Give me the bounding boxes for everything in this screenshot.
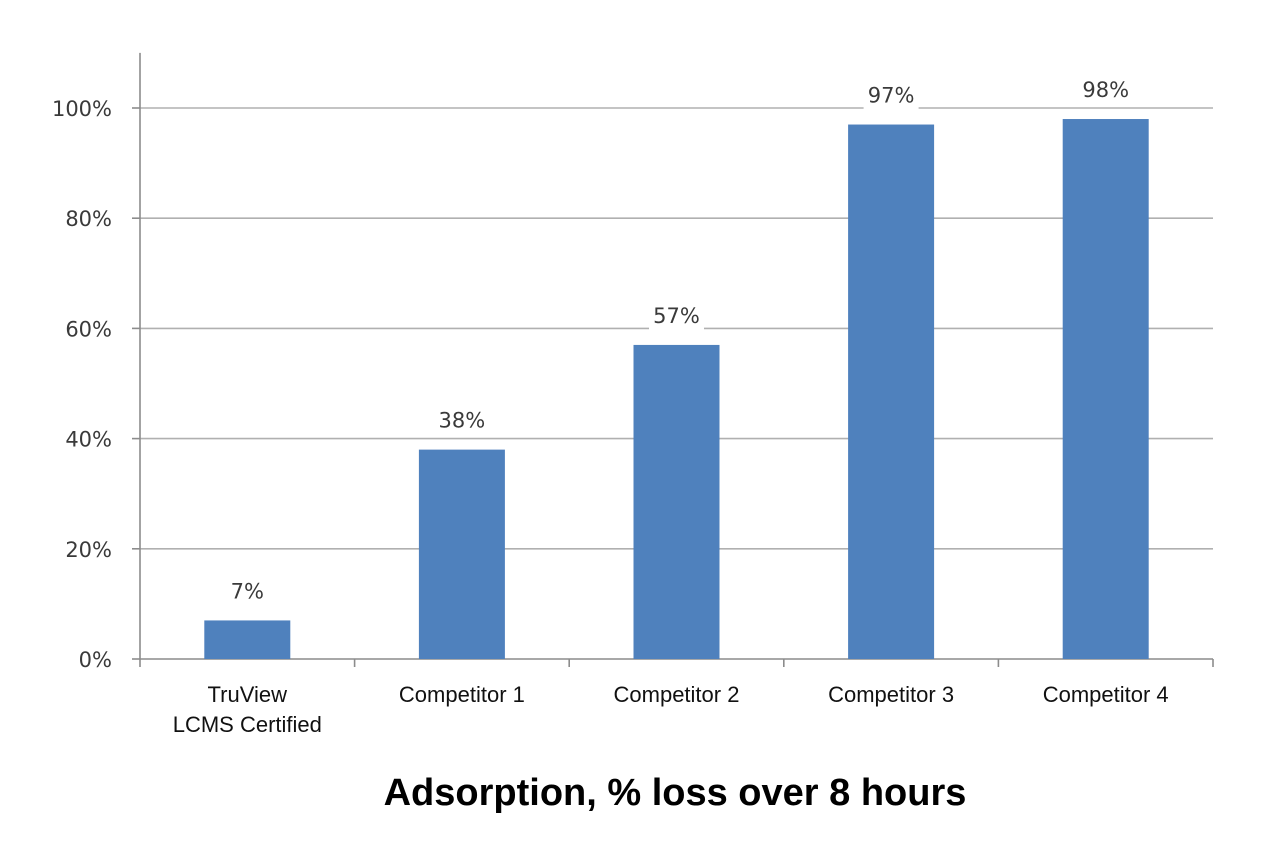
data-label: 38%: [439, 409, 486, 433]
category-label: Competitor 3: [828, 682, 954, 707]
category-label-line: LCMS Certified: [173, 712, 322, 737]
bar: [418, 449, 505, 659]
category-label-line: Competitor 2: [614, 682, 740, 707]
category-label-line: Competitor 4: [1043, 682, 1169, 707]
data-labels: 7% 38% 57% 97% 98%: [226, 74, 1134, 608]
data-label-background: [226, 575, 269, 608]
data-label: 7%: [231, 579, 264, 603]
data-label: 57%: [653, 304, 700, 328]
bar: [848, 124, 935, 659]
y-tick-label: 100%: [52, 97, 112, 121]
y-axis-ticks: 0% 20% 40% 60% 80% 100%: [52, 97, 112, 672]
y-tick-label: 60%: [65, 317, 112, 341]
category-label-line: TruView: [208, 682, 288, 707]
chart-title: Adsorption, % loss over 8 hours: [384, 772, 967, 814]
y-tick-label: 0%: [79, 648, 112, 672]
data-label-background: [649, 299, 704, 332]
category-label: TruView LCMS Certified: [173, 682, 322, 737]
bars: [204, 119, 1149, 659]
data-label-background: [434, 404, 490, 437]
y-tick-label: 20%: [65, 538, 112, 562]
category-label-line: Competitor 1: [399, 682, 525, 707]
data-label-background: [863, 79, 919, 112]
category-label: Competitor 2: [614, 682, 740, 707]
category-label-line: Competitor 3: [828, 682, 954, 707]
bar: [1062, 119, 1149, 659]
y-tick-label: 40%: [65, 428, 112, 452]
x-axis-categories: TruView LCMS Certified Competitor 1 Competi…: [173, 682, 1169, 737]
data-label: 97%: [868, 84, 915, 108]
data-label: 98%: [1082, 78, 1129, 102]
bar: [633, 344, 720, 659]
data-label-background: [1078, 74, 1134, 107]
category-label: Competitor 1: [399, 682, 525, 707]
bar: [204, 620, 291, 659]
y-tick-label: 80%: [65, 207, 112, 231]
category-label: Competitor 4: [1043, 682, 1169, 707]
